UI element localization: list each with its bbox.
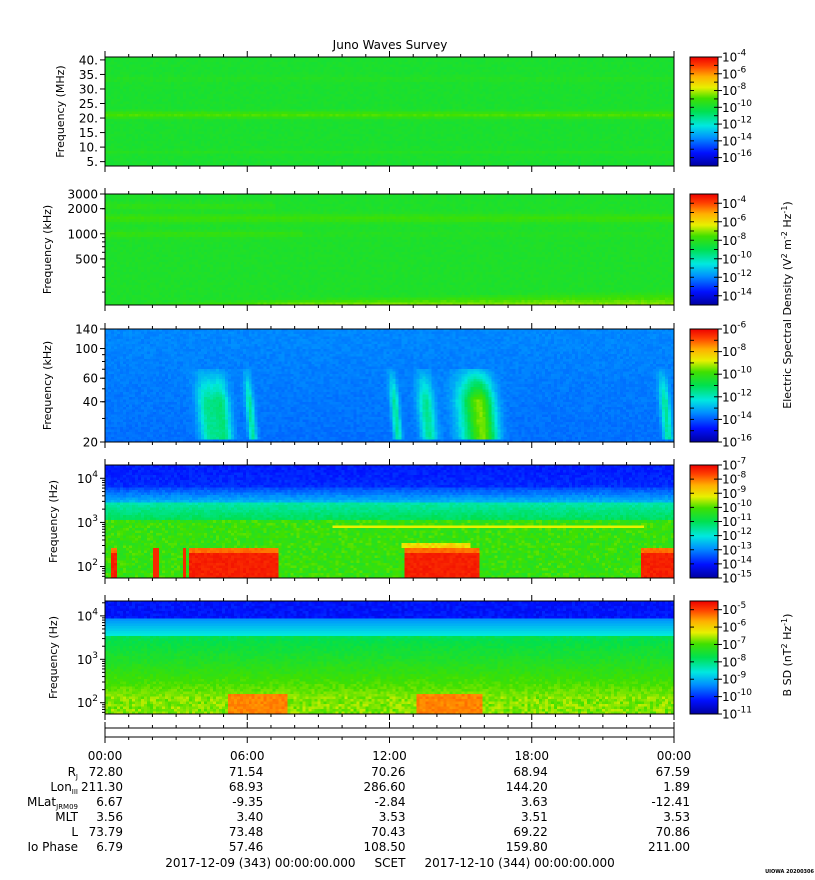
figure-title: Juno Waves Survey	[332, 38, 448, 52]
juno-waves-survey-figure: Juno Waves Survey 40.35.30.25.20.15.10.5…	[0, 0, 815, 880]
spectrogram-hfr-mhz	[105, 57, 675, 167]
panel-hfr-mhz: 40.35.30.25.20.15.10.5.Frequency (MHz)10…	[54, 49, 752, 173]
spectrogram-panels: 40.35.30.25.20.15.10.5.Frequency (MHz)10…	[41, 49, 752, 722]
